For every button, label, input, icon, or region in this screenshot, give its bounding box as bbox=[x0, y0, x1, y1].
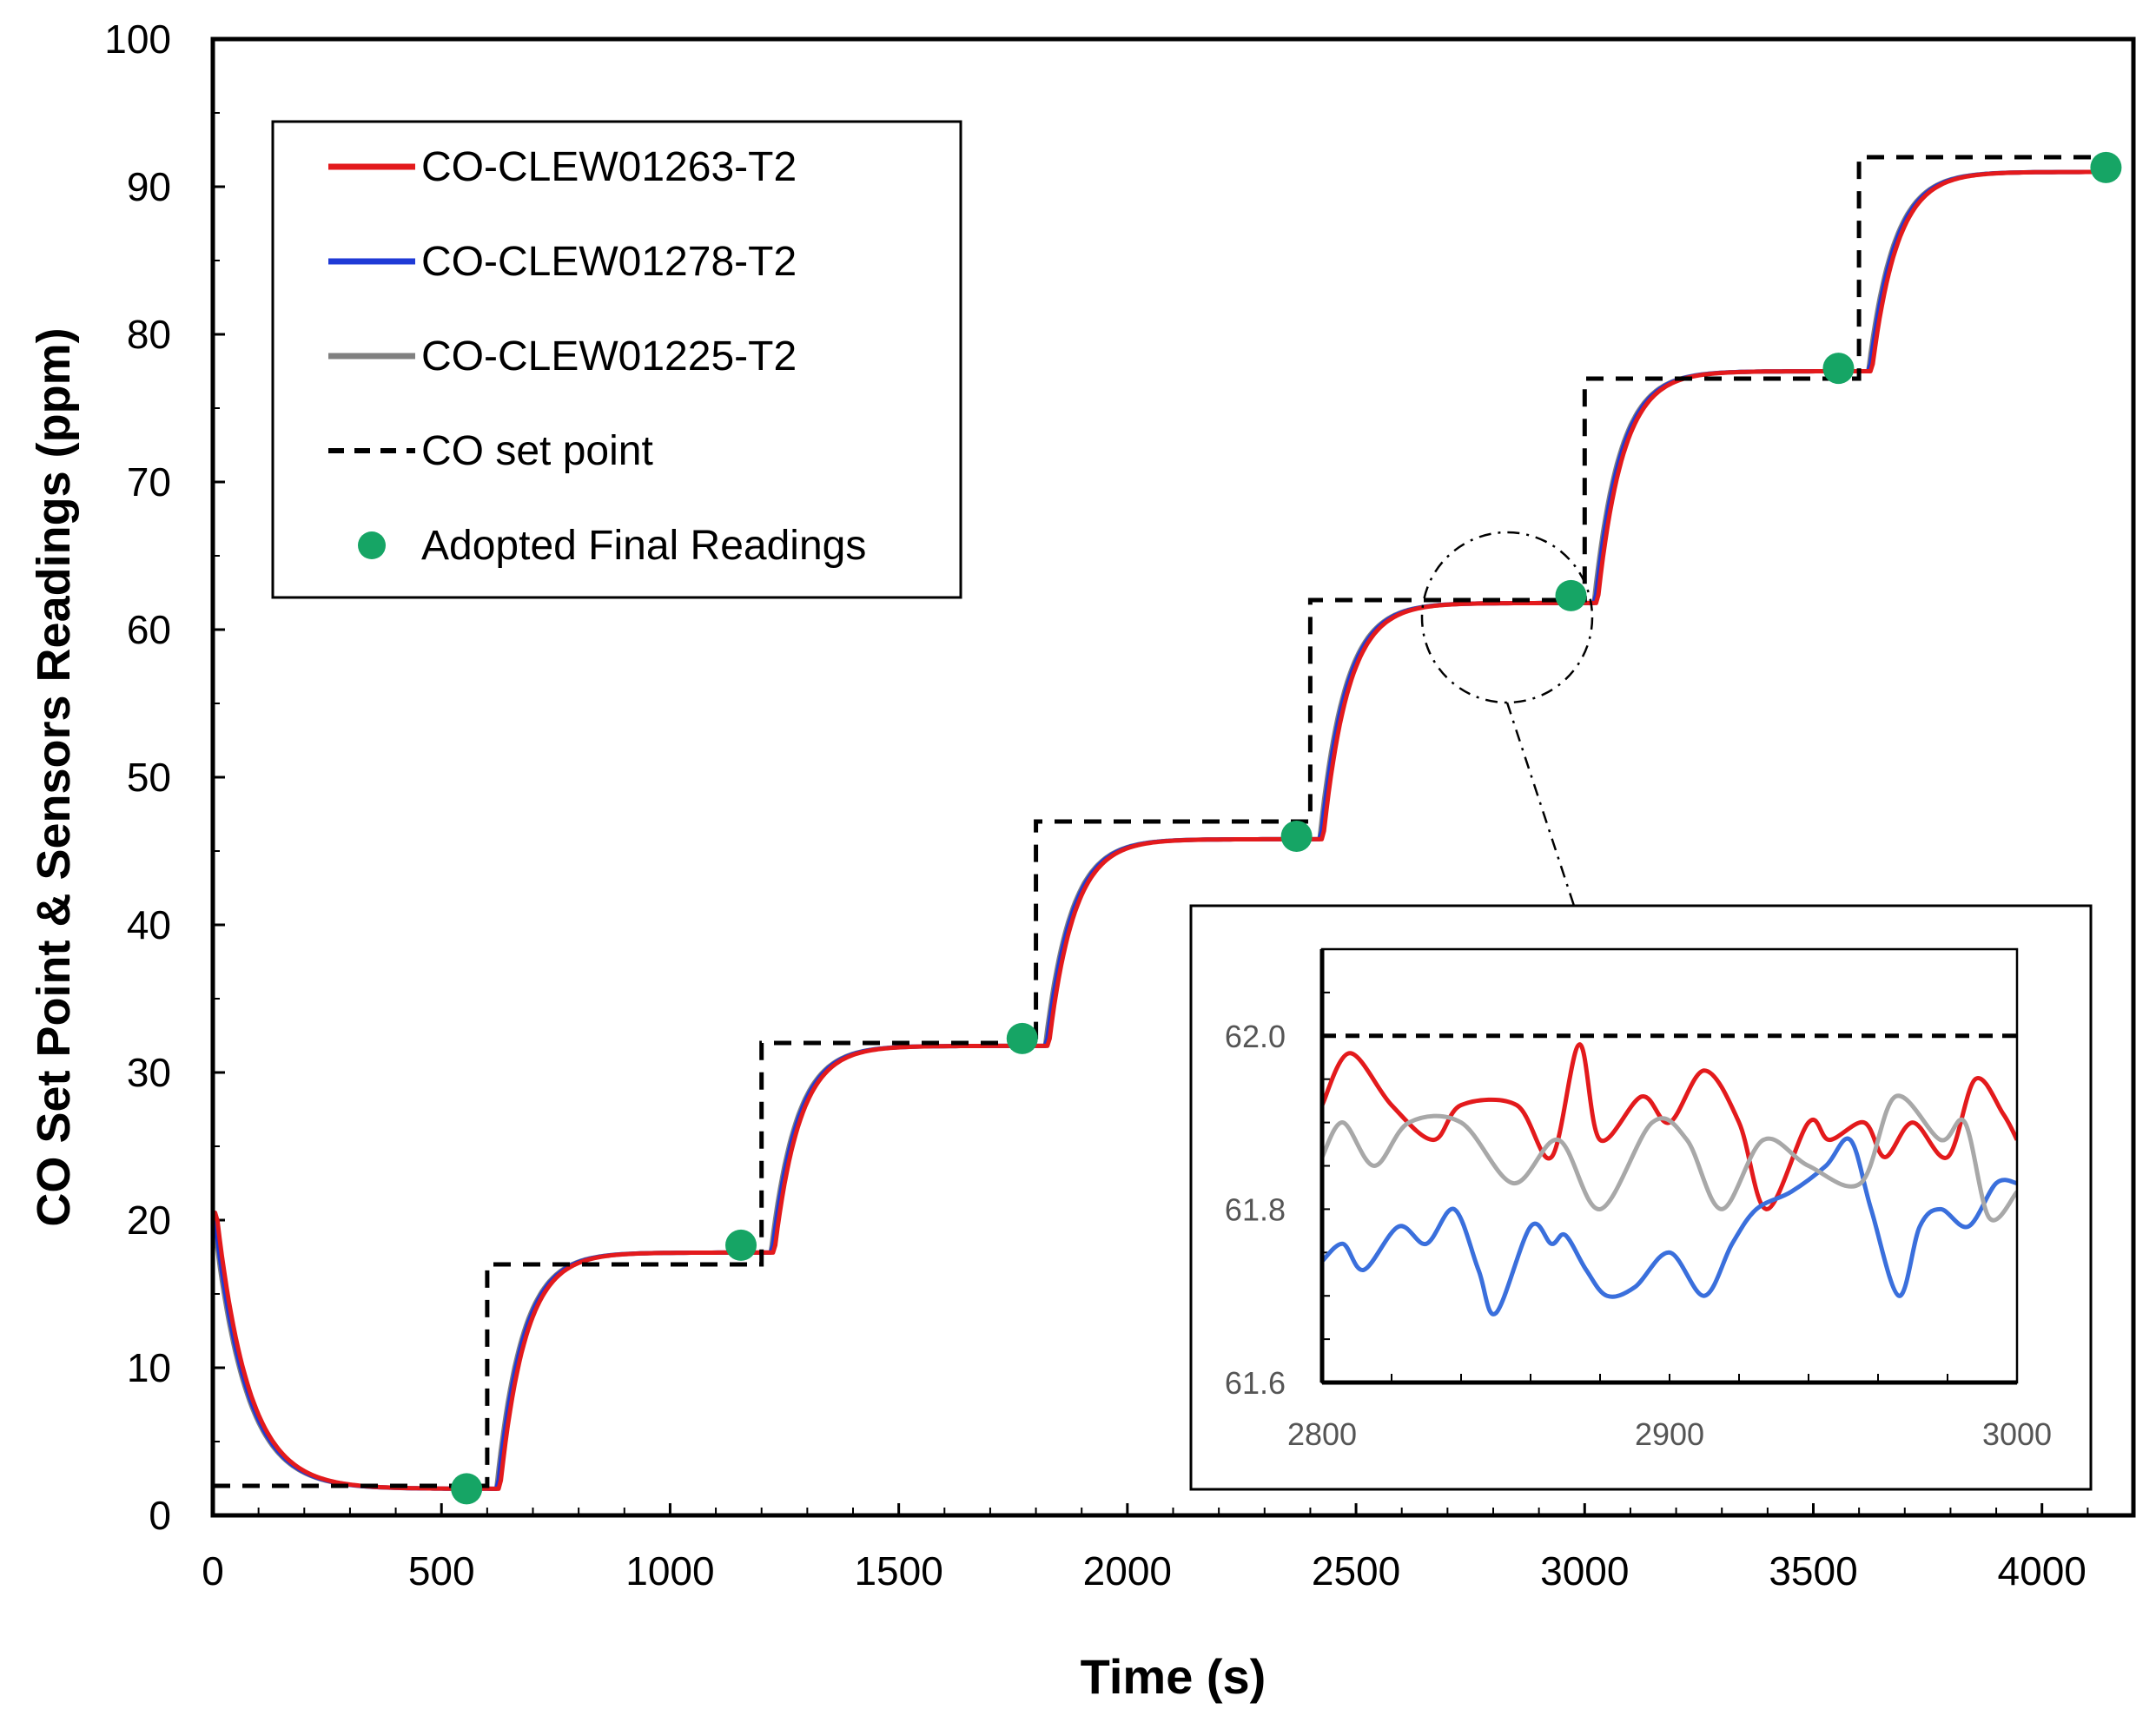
x-tick-label: 3000 bbox=[1540, 1548, 1629, 1594]
adopted-final-reading-point bbox=[1555, 579, 1587, 611]
x-tick-label: 3500 bbox=[1769, 1548, 1857, 1594]
legend-box bbox=[271, 120, 962, 599]
main-axis-labels: Time (s) CO Set Point & Sensors Readings… bbox=[28, 327, 1266, 1704]
zoom-circle bbox=[1420, 531, 1594, 704]
inset-x-tick-label: 2900 bbox=[1635, 1416, 1704, 1452]
plot-frame bbox=[210, 36, 2136, 1518]
inset-series bbox=[1322, 1042, 2017, 1317]
x-tick-label: 1000 bbox=[625, 1548, 714, 1594]
x-tick-label: 2000 bbox=[1083, 1548, 1172, 1594]
y-tick-label: 10 bbox=[127, 1345, 171, 1390]
x-tick-label: 2500 bbox=[1312, 1548, 1400, 1594]
adopted-final-reading-point bbox=[2090, 151, 2122, 183]
series-line-CO-CLEW01263-T2 bbox=[213, 169, 2111, 1491]
inset-series-line-CO-CLEW01225-T2 bbox=[1322, 1093, 2017, 1223]
main-series bbox=[210, 151, 2122, 1505]
legend-label: CO-CLEW01225-T2 bbox=[421, 333, 797, 379]
adopted-final-reading-point bbox=[1280, 821, 1313, 852]
inset-y-tick-label: 62.0 bbox=[1225, 1019, 1286, 1054]
y-tick-label: 90 bbox=[127, 164, 171, 209]
inset-series-line-CO-CLEW01263-T2 bbox=[1322, 1042, 2017, 1211]
legend-label: CO-CLEW01263-T2 bbox=[421, 144, 797, 190]
legend: CO-CLEW01263-T2 CO-CLEW01278-T2 CO-CLEW012… bbox=[271, 120, 962, 599]
y-tick-label: 0 bbox=[149, 1493, 171, 1538]
adopted-final-reading-point bbox=[451, 1473, 483, 1505]
y-tick-label: 20 bbox=[127, 1198, 171, 1243]
legend-label: Adopted Final Readings bbox=[421, 523, 866, 569]
adopted-final-reading-point bbox=[1006, 1022, 1038, 1054]
inset-series-line-CO-CLEW01278-T2 bbox=[1322, 1136, 2017, 1317]
x-axis-title: Time (s) bbox=[1081, 1649, 1266, 1704]
inset-x-tick-label: 3000 bbox=[1982, 1416, 2052, 1452]
x-tick-label: 1500 bbox=[854, 1548, 942, 1594]
y-tick-label: 50 bbox=[127, 755, 171, 800]
y-tick-label: 30 bbox=[127, 1050, 171, 1095]
y-axis-title: CO Set Point & Sensors Readings (ppm) bbox=[28, 327, 80, 1226]
x-tick-label: 0 bbox=[202, 1548, 224, 1594]
y-tick-label: 80 bbox=[127, 312, 171, 357]
adopted-final-reading-point bbox=[1822, 353, 1855, 385]
adopted-final-reading-point bbox=[725, 1229, 757, 1261]
zoom-leader-line bbox=[1505, 702, 1577, 909]
inset-y-tick-label: 61.6 bbox=[1225, 1365, 1286, 1401]
x-tick-label: 500 bbox=[408, 1548, 475, 1594]
y-tick-label: 70 bbox=[127, 459, 171, 505]
setpoint-line bbox=[213, 155, 2111, 1488]
legend-swatch-marker bbox=[358, 531, 386, 559]
inset-x-tick-label: 2800 bbox=[1287, 1416, 1357, 1452]
inset-chart: 2800 2900 3000 61.6 61.8 62.0 bbox=[1189, 904, 2093, 1491]
x-tick-label: 4000 bbox=[1998, 1548, 2087, 1594]
legend-label: CO set point bbox=[421, 428, 653, 474]
main-plot-frame bbox=[210, 36, 2136, 1518]
y-tick-label: 100 bbox=[104, 16, 171, 62]
y-tick-label: 40 bbox=[127, 902, 171, 947]
inset-frame bbox=[1189, 904, 2093, 1491]
inset-y-tick-label: 61.8 bbox=[1225, 1191, 1286, 1227]
zoom-callout bbox=[1420, 531, 1594, 909]
legend-label: CO-CLEW01278-T2 bbox=[421, 239, 797, 285]
y-tick-label: 60 bbox=[127, 607, 171, 652]
